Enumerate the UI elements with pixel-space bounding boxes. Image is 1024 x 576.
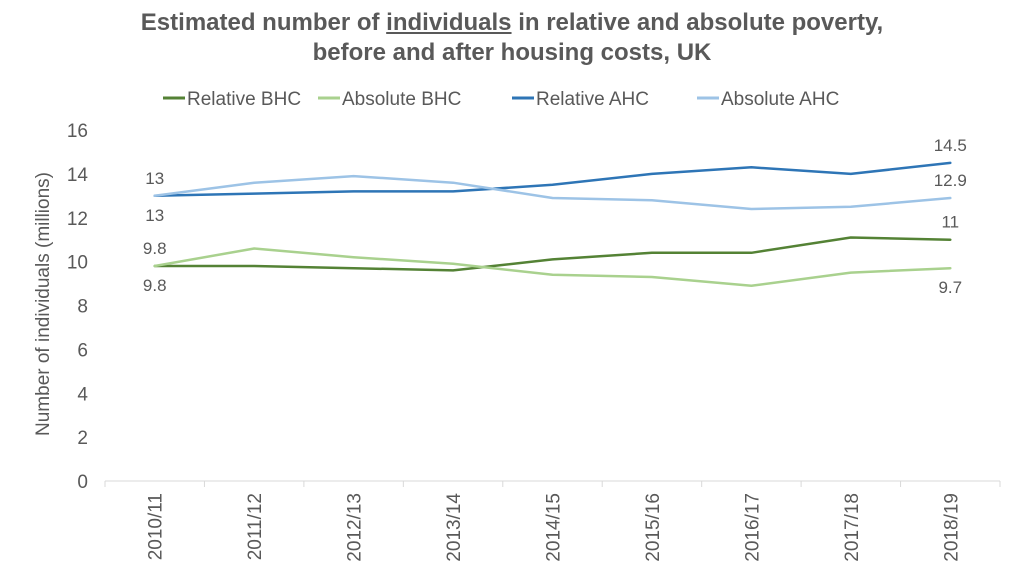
data-label: 9.8: [143, 276, 167, 295]
x-tick-label: 2011/12: [245, 493, 266, 560]
series-line-absolute-bhc: [153, 247, 952, 288]
series-line-absolute-ahc: [153, 174, 952, 211]
y-tick-label: 4: [77, 384, 88, 405]
y-axis-ticks: 0 2 4 6 8 10 12 14 16: [67, 121, 89, 493]
x-tick-label: 2016/17: [742, 493, 763, 562]
title-text-before: Estimated number of: [140, 9, 387, 36]
series-line-relative-ahc: [153, 161, 952, 198]
chart-title-line-1: Estimated number of individuals in relat…: [0, 8, 1024, 38]
y-tick-label: 12: [67, 209, 88, 230]
series-lines: [153, 161, 952, 288]
legend: Relative BHC Absolute BHC Relative AHC Abso…: [163, 89, 839, 110]
y-axis-label: Number of individuals (millions): [33, 172, 54, 436]
y-tick-label: 14: [67, 165, 89, 186]
data-label: 13: [145, 169, 164, 188]
chart-title-line-2: before and after housing costs, UK: [312, 39, 712, 66]
y-tick-label: 16: [67, 121, 88, 142]
title-text-underlined: individuals: [386, 9, 512, 36]
y-tick-label: 0: [77, 472, 88, 493]
x-tick-label: 2015/16: [643, 493, 664, 562]
x-axis: 2010/11 2011/12 2012/13 2013/14 2014/15 2015/…: [104, 480, 1001, 562]
x-tick-label: 2014/15: [544, 493, 565, 562]
x-tick-label: 2018/19: [941, 493, 962, 562]
data-label: 9.7: [938, 278, 962, 297]
series-line-relative-bhc: [153, 236, 952, 272]
y-tick-label: 10: [67, 253, 88, 274]
legend-label-absolute-bhc: Absolute BHC: [342, 89, 461, 110]
data-label: 12.9: [934, 171, 967, 190]
legend-label-relative-bhc: Relative BHC: [187, 89, 301, 110]
x-tick-label: 2010/11: [146, 493, 167, 560]
legend-label-relative-ahc: Relative AHC: [536, 89, 649, 110]
y-tick-label: 2: [77, 428, 88, 449]
x-tick-label: 2017/18: [842, 493, 863, 562]
data-label: 11: [941, 213, 959, 232]
x-tick-label: 2012/13: [345, 493, 366, 562]
data-label: 9.8: [143, 239, 167, 258]
x-tick-label: 2013/14: [444, 493, 465, 562]
data-labels: 13 13 9.8 9.8 14.5 12.9 11 9.7: [143, 136, 967, 297]
y-tick-label: 6: [77, 340, 88, 361]
data-label: 13: [145, 206, 164, 225]
y-tick-label: 8: [77, 297, 88, 318]
legend-label-absolute-ahc: Absolute AHC: [721, 89, 839, 110]
data-label: 14.5: [934, 136, 967, 155]
title-text-after: in relative and absolute poverty,: [511, 9, 884, 36]
